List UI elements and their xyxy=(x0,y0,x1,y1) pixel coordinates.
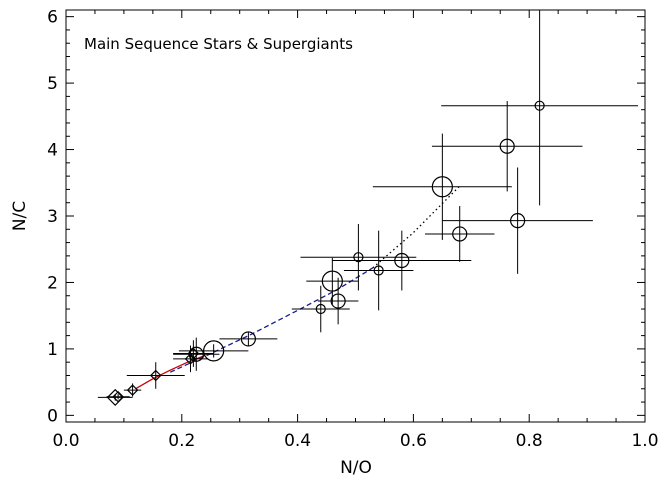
error-bars xyxy=(97,10,639,401)
circle-marker xyxy=(431,176,453,198)
data-markers xyxy=(106,100,545,406)
y-tick-label: 1 xyxy=(47,340,58,360)
y-axis-label: N/C xyxy=(10,201,30,231)
x-axis-label: N/O xyxy=(340,458,372,478)
model-curve-dashed xyxy=(169,267,374,373)
x-tick-label: 1.0 xyxy=(631,431,658,451)
y-tick-label: 3 xyxy=(47,207,58,227)
y-tick-label: 6 xyxy=(47,8,58,28)
circle-marker xyxy=(394,252,410,269)
diamond-marker xyxy=(112,390,124,403)
model-curve-dotted xyxy=(372,185,461,269)
circle-marker xyxy=(203,340,225,362)
circle-marker xyxy=(330,293,346,309)
diamond-marker xyxy=(126,384,139,396)
chart-annotation: Main Sequence Stars & Supergiants xyxy=(84,35,353,53)
y-tick-label: 5 xyxy=(47,74,58,94)
y-axis-ticks: 0 1 2 3 4 5 6 xyxy=(47,8,645,426)
x-axis-ticks: 0.0 0.2 0.4 0.6 0.8 1.0 xyxy=(52,10,659,451)
circle-marker xyxy=(315,303,326,315)
circle-marker xyxy=(452,226,468,242)
x-tick-label: 0.2 xyxy=(168,431,195,451)
x-tick-label: 0.4 xyxy=(284,431,311,451)
circle-marker xyxy=(534,100,545,111)
y-tick-label: 0 xyxy=(47,406,58,426)
y-tick-label: 2 xyxy=(47,273,58,293)
circle-marker xyxy=(373,265,384,276)
circle-marker xyxy=(510,213,526,229)
y-tick-label: 4 xyxy=(47,141,58,161)
x-tick-label: 0.0 xyxy=(52,431,79,451)
circle-marker xyxy=(499,138,515,154)
plot-frame xyxy=(65,9,646,423)
circle-marker xyxy=(240,331,256,347)
circle-marker xyxy=(321,270,343,292)
circle-marker xyxy=(353,252,364,263)
circle-marker xyxy=(188,346,204,362)
diamond-marker xyxy=(184,353,197,365)
diamond-marker xyxy=(149,369,162,382)
x-tick-label: 0.6 xyxy=(400,431,427,451)
x-tick-label: 0.8 xyxy=(516,431,543,451)
